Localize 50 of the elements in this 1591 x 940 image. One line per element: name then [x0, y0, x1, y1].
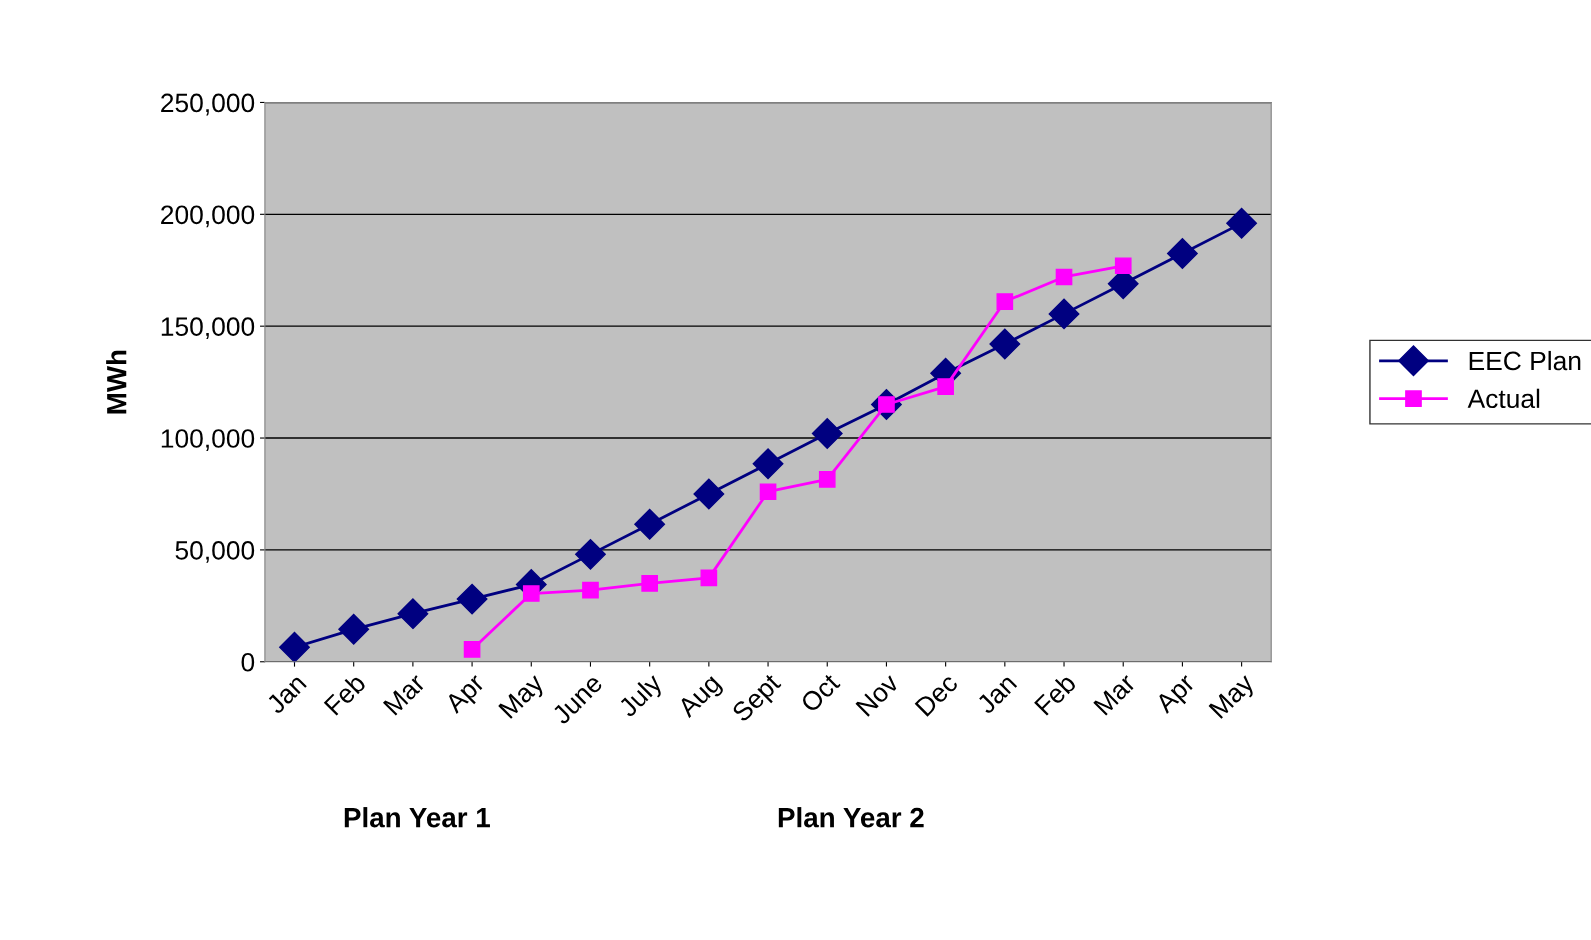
x-tick-label: May: [1208, 672, 1259, 723]
y-tick-label: 50,000: [175, 541, 255, 563]
point: [1055, 268, 1073, 286]
point: [641, 575, 659, 592]
point: [582, 581, 599, 599]
point: [759, 483, 777, 501]
point: [937, 378, 954, 395]
y-tick-label: 250,000: [161, 93, 255, 116]
x-tick-label: May: [498, 672, 549, 723]
point: [818, 471, 836, 488]
point: [811, 418, 843, 449]
point: [575, 538, 606, 570]
x-tick-label: Feb: [323, 672, 367, 716]
x-tick-label: Aug: [676, 673, 726, 723]
y-tick-label: 0: [241, 652, 255, 672]
x-tick-label: July: [616, 671, 668, 722]
x-tick-label: Apr: [1154, 672, 1200, 718]
text: Plan Year 2: [778, 807, 924, 828]
x-tick-label: Jan: [975, 673, 1018, 715]
legend-label: EEC Plan: [1469, 350, 1581, 371]
y-tick-label: 200,000: [161, 205, 255, 228]
point: [1114, 257, 1132, 275]
point: [634, 508, 666, 540]
point: [338, 613, 370, 645]
point: [1048, 298, 1080, 330]
point: [279, 631, 310, 663]
point: [700, 569, 718, 587]
x-tick-label: Jan: [265, 673, 307, 715]
point: [397, 598, 429, 630]
x-tick-label: Dec: [914, 672, 959, 717]
point: [693, 478, 725, 510]
y-axis-title: MWh: [106, 350, 127, 414]
point: [1166, 238, 1198, 269]
x-tick-label: Mar: [382, 672, 427, 716]
point: [1226, 207, 1258, 239]
x-tick-label: Feb: [1033, 672, 1077, 716]
point: [752, 448, 784, 480]
text: Plan Year 1: [344, 807, 490, 828]
x-tick-label: Oct: [799, 672, 841, 714]
x-tick-label: Mar: [1093, 672, 1137, 716]
point: [456, 583, 488, 615]
point: [522, 585, 540, 602]
point: [996, 293, 1014, 310]
y-tick-label: 150,000: [161, 317, 255, 340]
point: [989, 328, 1021, 360]
x-tick-label: Nov: [855, 672, 901, 717]
legend-label: Actual: [1467, 388, 1540, 409]
point: [463, 641, 481, 658]
x-tick-label: Apr: [443, 672, 490, 718]
y-tick-label: 100,000: [161, 429, 255, 451]
